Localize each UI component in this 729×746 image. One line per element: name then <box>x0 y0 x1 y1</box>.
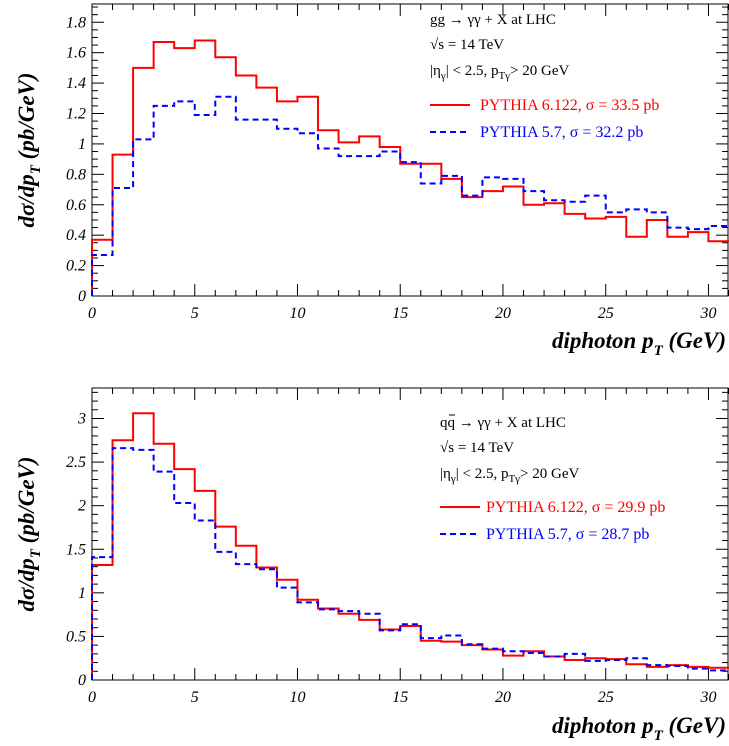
x-tick-label: 10 <box>289 305 305 322</box>
y-tick-label: 0.5 <box>66 628 86 645</box>
y-tick-label: 1 <box>78 585 86 602</box>
series-pythia-57-line <box>91 447 729 680</box>
series-pythia-6122-line <box>91 39 729 296</box>
x-tick-label: 25 <box>598 689 614 706</box>
y-tick-label: 1.2 <box>66 106 86 123</box>
x-axis-title: diphoton pT (GeV) <box>552 328 726 359</box>
legend-label-pythia-6122: PYTHIA 6.122, σ = 29.9 pb <box>486 499 665 516</box>
x-tick-label: 30 <box>699 689 716 706</box>
x-tick-label: 30 <box>699 305 716 322</box>
x-tick-label: 15 <box>392 305 408 322</box>
x-tick-label: 0 <box>88 305 96 322</box>
y-axis-title: dσ/dpT (pb/GeV) <box>14 456 44 611</box>
legend-label-pythia-6122: PYTHIA 6.122, σ = 33.5 pb <box>480 97 659 114</box>
y-tick-label: 1.6 <box>66 45 86 62</box>
y-tick-label: 3 <box>77 411 86 428</box>
cuts-label: |ηγ| < 2.5, pTγ> 20 GeV <box>440 466 579 485</box>
y-tick-label: 1.5 <box>66 541 86 558</box>
y-tick-label: 2 <box>78 498 86 515</box>
x-tick-label: 5 <box>191 305 199 322</box>
plot-frame <box>91 387 729 681</box>
y-tick-label: 1 <box>78 136 86 153</box>
y-tick-label: 1.8 <box>66 14 86 31</box>
y-tick-label: 0 <box>78 672 86 689</box>
chart-panel-1: 0 0.2 0.4 0.6 0.8 1 1.2 1.4 1.6 1.8 0 5 10 15 20 25 30 dσ… <box>14 3 729 359</box>
plot-frame <box>91 3 729 297</box>
y-tick-label: 0.2 <box>66 258 86 275</box>
energy-label: √s = 14 TeV <box>440 440 514 456</box>
y-tick-label: 1.4 <box>66 75 86 92</box>
x-tick-label: 20 <box>495 689 511 706</box>
x-tick-label: 25 <box>598 305 614 322</box>
y-tick-label: 0.6 <box>66 197 86 214</box>
y-tick-label: 2.5 <box>66 454 86 471</box>
y-tick-label: 0 <box>78 288 86 305</box>
y-tick-label: 0.8 <box>66 166 86 183</box>
x-axis-title: diphoton pT (GeV) <box>552 713 726 744</box>
process-label: qq → γγ + X at LHC <box>440 415 566 431</box>
cuts-label: |ηγ| < 2.5, pTγ> 20 GeV <box>430 63 569 82</box>
x-tick-label: 20 <box>495 305 511 322</box>
process-label: gg → γγ + X at LHC <box>430 12 556 28</box>
x-tick-label: 10 <box>289 689 305 706</box>
legend-label-pythia-57: PYTHIA 5.7, σ = 28.7 pb <box>486 526 649 543</box>
energy-label: √s = 14 TeV <box>430 37 504 53</box>
x-tick-label: 5 <box>191 689 199 706</box>
y-axis-title: dσ/dpT (pb/GeV) <box>14 72 44 227</box>
x-tick-label: 0 <box>88 689 96 706</box>
x-tick-label: 15 <box>392 689 408 706</box>
legend-label-pythia-57: PYTHIA 5.7, σ = 32.2 pb <box>480 124 643 141</box>
series-pythia-6122-line <box>91 412 729 680</box>
y-tick-label: 0.4 <box>66 227 86 244</box>
